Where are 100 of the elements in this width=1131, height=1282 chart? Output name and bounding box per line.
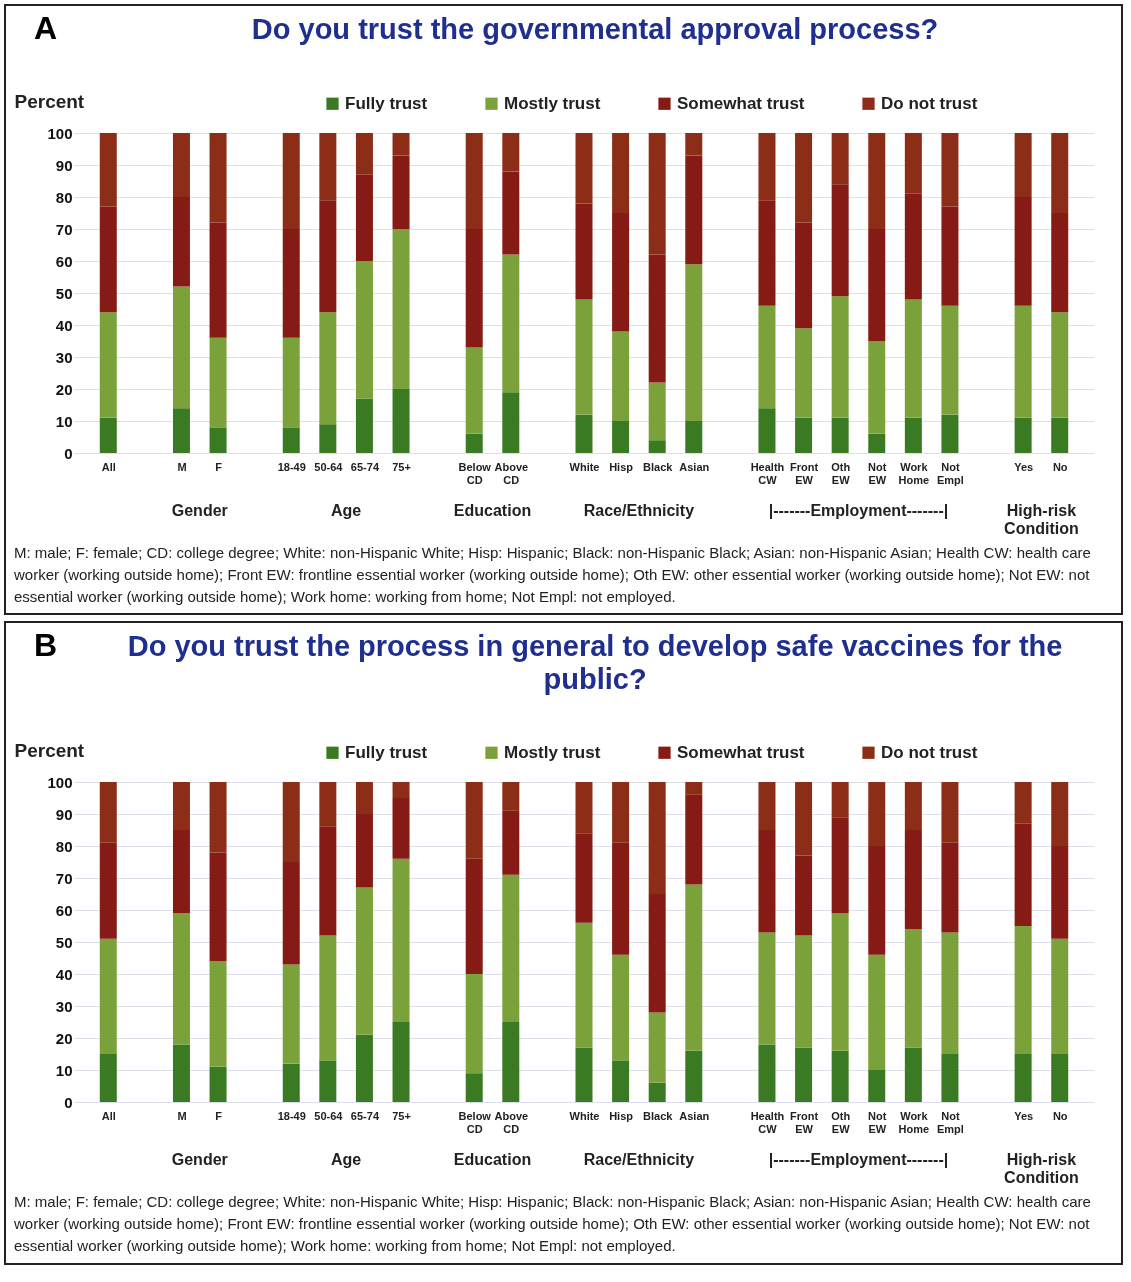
- bar: [795, 222, 813, 329]
- bar: [868, 133, 886, 229]
- bar: [209, 427, 227, 453]
- bar: [502, 811, 520, 876]
- bar: [392, 389, 410, 453]
- y-tick-label: 20: [55, 1029, 73, 1047]
- bar: [319, 200, 337, 313]
- bar: [758, 200, 776, 306]
- x-tick-label: Hisp: [609, 460, 634, 473]
- bar: [355, 782, 373, 815]
- bar: [99, 939, 117, 1055]
- bar: [575, 414, 593, 453]
- bar: [758, 408, 776, 453]
- bar: [392, 229, 410, 389]
- bar: [868, 782, 886, 847]
- bar: [941, 414, 959, 453]
- bar: [612, 213, 630, 332]
- bar: [209, 782, 227, 853]
- y-tick-label: 90: [55, 156, 73, 174]
- bar: [172, 1044, 190, 1103]
- text: Race/Ethnicity: [583, 1151, 695, 1169]
- y-tick-label: 60: [55, 252, 73, 270]
- x-tick-label: 65-74: [350, 1109, 380, 1122]
- x-tick-label: White: [569, 1109, 600, 1122]
- bar: [282, 1063, 300, 1103]
- bar: [99, 417, 117, 453]
- y-tick-label: 40: [55, 316, 73, 334]
- y-axis-title: Percent: [14, 739, 85, 761]
- bar: [758, 305, 776, 409]
- bar: [1014, 197, 1032, 306]
- bar: [831, 184, 849, 297]
- bar: [465, 859, 483, 975]
- y-tick-label: 100: [47, 124, 73, 142]
- bar: [355, 398, 373, 453]
- bar: [831, 1051, 849, 1103]
- bar: [282, 337, 300, 428]
- y-tick-label: 30: [55, 997, 73, 1015]
- bar: [831, 133, 849, 185]
- bar: [685, 155, 703, 265]
- bar: [648, 440, 666, 453]
- legend-label: Mostly trust: [504, 743, 601, 762]
- bar: [1051, 1054, 1069, 1103]
- y-tick-label: 10: [55, 412, 73, 430]
- x-tick-label: Front EW: [790, 460, 819, 486]
- bar: [282, 427, 300, 453]
- legend-label: Mostly trust: [504, 93, 601, 113]
- bar: [831, 817, 849, 914]
- bar: [575, 203, 593, 300]
- bar: [209, 852, 227, 962]
- bar: [648, 254, 666, 383]
- x-tick-label: Above CD: [494, 460, 529, 486]
- bar: [575, 923, 593, 1048]
- y-tick-label: 80: [55, 837, 73, 855]
- x-tick-label: Asian: [679, 460, 710, 473]
- bar: [392, 798, 410, 860]
- x-tick-label: 50-64: [314, 1109, 344, 1122]
- bar: [795, 855, 813, 936]
- bar: [1051, 417, 1069, 453]
- bar: [941, 133, 959, 207]
- bar: [172, 133, 190, 197]
- bar: [1051, 213, 1069, 313]
- bar: [99, 843, 117, 940]
- x-tick-label: White: [569, 460, 600, 473]
- bar: [758, 133, 776, 201]
- bar: [1051, 133, 1069, 213]
- bar: [172, 286, 190, 409]
- text: |-------Employment-------|: [768, 502, 949, 519]
- bar: [355, 887, 373, 1036]
- bar: [1014, 782, 1032, 824]
- bar: [319, 312, 337, 425]
- y-tick-label: 50: [55, 933, 73, 951]
- bar: [465, 433, 483, 453]
- bar: [172, 913, 190, 1045]
- x-tick-label: Work Home: [898, 1109, 930, 1135]
- bar: [941, 305, 959, 415]
- bar: [319, 424, 337, 453]
- bar: [612, 133, 630, 213]
- bar: [209, 1067, 227, 1103]
- bar: [1014, 1054, 1032, 1103]
- bar: [575, 299, 593, 415]
- x-tick-label: No: [1052, 460, 1068, 473]
- bar: [465, 1073, 483, 1103]
- bar: [99, 206, 117, 313]
- bar: [941, 932, 959, 1055]
- x-tick-label: Not EW: [868, 1109, 887, 1135]
- y-tick-label: 80: [55, 188, 73, 206]
- bar: [502, 1022, 520, 1103]
- bar: [904, 133, 922, 194]
- bar: [465, 974, 483, 1074]
- x-tick-label: Health CW: [750, 460, 785, 486]
- chart-title: Do you trust the process in general to develop safe vaccines for the public?: [126, 630, 1064, 697]
- bar: [392, 1022, 410, 1103]
- x-tick-label: Below CD: [458, 1109, 492, 1135]
- bar: [209, 337, 227, 428]
- x-tick-label: 75+: [392, 1109, 411, 1122]
- x-tick-label: Asian: [679, 1109, 710, 1122]
- bar: [172, 408, 190, 453]
- bar: [355, 174, 373, 261]
- bar: [795, 935, 813, 1048]
- x-tick-label: All: [101, 1109, 116, 1122]
